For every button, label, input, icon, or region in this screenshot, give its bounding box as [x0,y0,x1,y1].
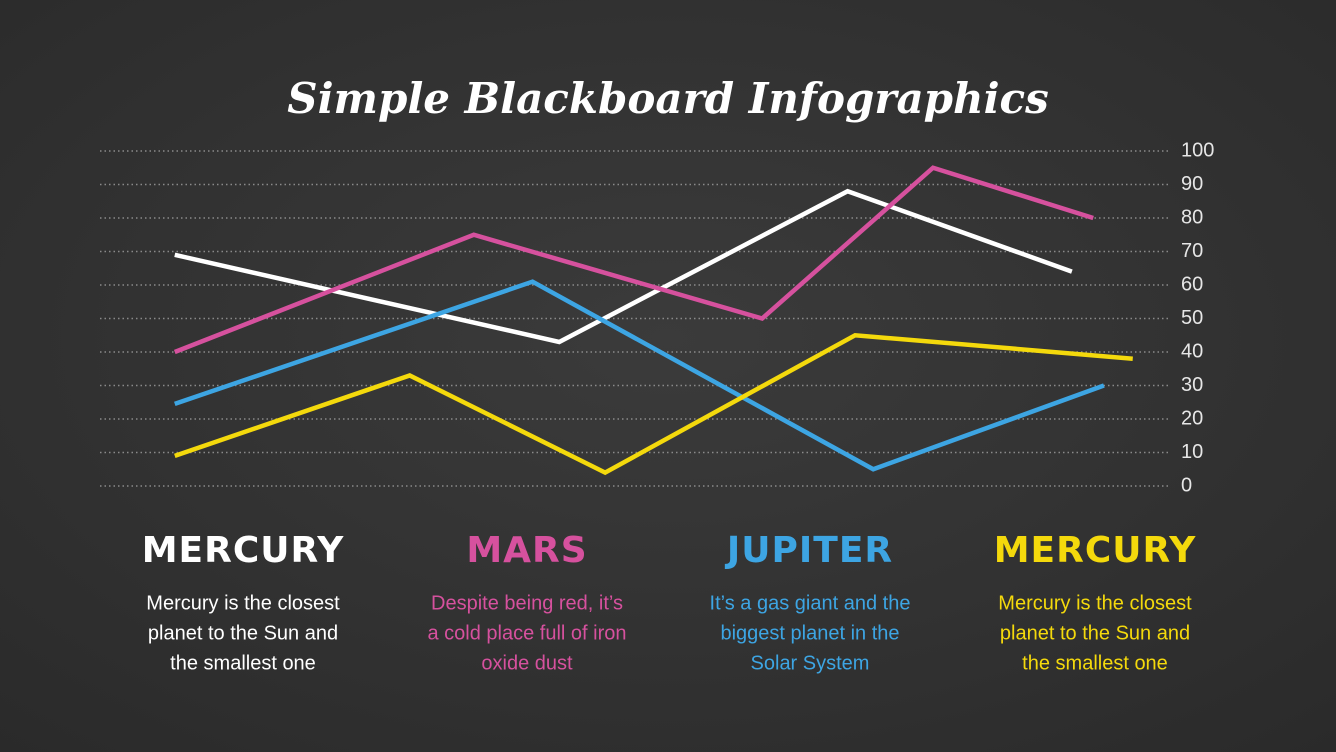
column-text: It’s a gas giant and the [710,592,911,614]
column-heading: JUPITER [724,530,893,571]
column-text: planet to the Sun and [148,622,338,644]
y-tick-label: 20 [1181,407,1203,429]
y-tick-label: 0 [1181,474,1192,496]
series-line [174,332,1133,476]
chart-title: Simple Blackboard Infographics [287,74,1049,123]
y-tick-label: 90 [1181,173,1203,195]
y-tick-label: 10 [1181,441,1203,463]
y-tick-label: 60 [1181,273,1203,295]
column-text: biggest planet in the [720,622,899,644]
series-line [174,279,1105,472]
column-text: the smallest one [170,652,316,674]
series-line [173,165,1094,355]
column-text: planet to the Sun and [1000,622,1190,644]
column-text: oxide dust [481,652,573,674]
y-tick-label: 70 [1181,240,1203,262]
column-heading: MARS [466,530,587,571]
column-text: a cold place full of iron [427,622,626,644]
column-heading: MERCURY [994,530,1197,571]
y-tick-label: 100 [1181,139,1214,161]
column-text: Solar System [751,652,870,674]
y-tick-label: 50 [1181,307,1203,329]
column-text: the smallest one [1022,652,1168,674]
column-text: Despite being red, it’s [431,592,623,614]
y-tick-label: 40 [1181,340,1203,362]
y-tick-label: 30 [1181,374,1203,396]
column-text: Mercury is the closest [146,592,340,614]
y-tick-label: 80 [1181,206,1203,228]
series-line [174,188,1073,345]
column-text: Mercury is the closest [998,592,1192,614]
column-heading: MERCURY [142,530,345,571]
